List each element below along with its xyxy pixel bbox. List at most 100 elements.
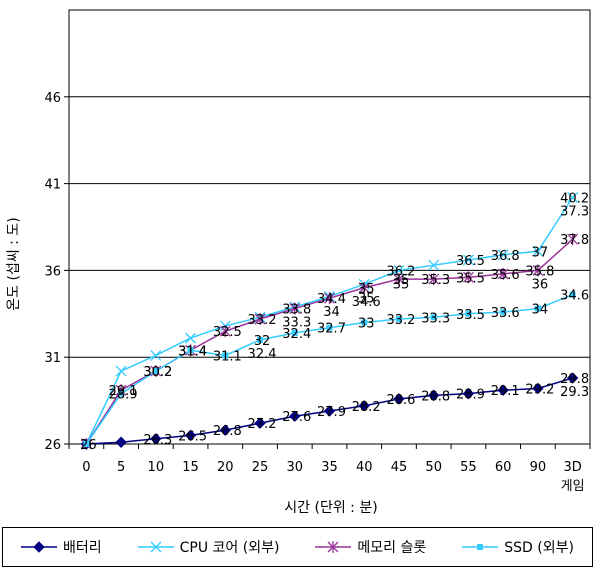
data-label: 35 (358, 282, 375, 297)
data-point (462, 271, 474, 284)
marker-stroke (462, 254, 474, 266)
legend-item: 메모리 슬롯 (315, 537, 426, 557)
data-label: 33.2 (386, 313, 415, 328)
data-label: 28.2 (352, 400, 381, 415)
data-labels: 26 26.3 26.5 26.8 27.2 27.6 27.9 28.2 28.6 28.8 28… (80, 191, 589, 453)
x-tick-label: 40 (356, 460, 373, 475)
data-point (477, 544, 484, 550)
data-label: 28.6 (386, 393, 415, 408)
data-label: 33.3 (421, 311, 450, 326)
x-tick-label: 5 (117, 460, 125, 475)
data-point (289, 302, 301, 315)
x-tick-label: 35 (321, 460, 338, 475)
data-point (219, 424, 232, 436)
data-point (428, 259, 440, 271)
data-point (462, 387, 475, 400)
data-label: 34.4 (317, 292, 346, 307)
data-label: 27.2 (248, 417, 277, 432)
data-label: 36.2 (386, 264, 415, 279)
data-point (532, 245, 544, 257)
x-axis-title: 시간 (단위 : 분) (284, 500, 377, 516)
data-point (118, 390, 125, 397)
data-point (497, 384, 509, 396)
data-label: 36 (532, 277, 549, 292)
data-label: 31.1 (213, 349, 242, 364)
marker-stroke (115, 365, 127, 377)
data-point (532, 264, 544, 277)
data-point (462, 254, 474, 266)
data-point (395, 316, 402, 323)
data-label: 35.5 (456, 271, 485, 286)
x-tick-label: 90 (530, 460, 547, 475)
data-label: 27.6 (282, 410, 311, 425)
x-tick-label: 55 (460, 460, 477, 475)
data-label: 35.8 (525, 264, 554, 279)
data-label: 30.2 (143, 365, 172, 380)
temperature-line-chart: 26 31 36 41 46 0 5 10 15 20 25 30 35 40 45 50 55 60 90 3D 게임… (6, 9, 591, 516)
x-tick-label: 30 (286, 460, 303, 475)
data-point (358, 281, 370, 294)
data-label: 32.4 (248, 347, 277, 362)
data-label: 28.8 (421, 389, 450, 404)
data-label: 34 (532, 303, 549, 318)
data-label: 34.6 (560, 289, 589, 304)
legend-label: SSD (외부) (504, 540, 574, 556)
data-point (254, 417, 266, 429)
marker-stroke (393, 264, 405, 276)
x-tick-label: 60 (495, 460, 512, 475)
data-point (184, 429, 197, 442)
data-label: 35.3 (421, 273, 450, 288)
data-point (150, 350, 162, 361)
data-point (185, 332, 197, 344)
data-point (393, 273, 405, 286)
data-point (569, 291, 576, 298)
data-label: 29.2 (525, 382, 554, 397)
chart-legend: 배터리 CPU 코어 (외부) 메모리 슬롯 SSD (외부) (2, 527, 593, 567)
y-tick-label: 41 (44, 178, 61, 193)
marker-stroke (497, 249, 509, 261)
data-label: 29.1 (491, 384, 520, 399)
data-point (567, 233, 579, 246)
x-tick-label: 10 (148, 460, 165, 475)
marker-stroke (567, 192, 579, 203)
data-label: 33.8 (282, 303, 311, 318)
data-point (566, 372, 579, 384)
data-point (115, 436, 127, 448)
data-label: 30.2 (143, 365, 172, 380)
x-tick-label: 20 (217, 460, 234, 475)
data-label: 26 (80, 438, 97, 453)
plot-frame (68, 9, 591, 445)
data-point (393, 393, 405, 405)
data-label: 37.8 (560, 233, 589, 248)
data-point (534, 305, 541, 312)
data-label: 33.5 (456, 308, 485, 323)
data-label: 36.8 (491, 249, 520, 264)
data-point (289, 410, 301, 422)
data-point (532, 382, 544, 395)
data-point (33, 541, 45, 553)
data-point (257, 336, 264, 343)
data-label: 27.9 (317, 405, 346, 420)
data-point (327, 541, 339, 553)
data-label: 29.1 (109, 384, 138, 399)
legend-item: SSD (외부) (462, 537, 574, 557)
data-label: 36.5 (456, 254, 485, 269)
data-label: 32.4 (282, 327, 311, 342)
data-point (500, 309, 507, 316)
data-point (152, 368, 159, 375)
marker-stroke (532, 245, 544, 257)
y-tick-label: 46 (44, 91, 61, 106)
data-label: 31.4 (178, 344, 207, 359)
data-label: 32.5 (213, 325, 242, 340)
data-point (567, 192, 579, 203)
legend-swatch (315, 541, 352, 553)
legend-swatch (137, 541, 174, 553)
x-tick-label: 25 (252, 460, 269, 475)
x-tick-label: 0 (82, 460, 90, 475)
marker-stroke (428, 259, 440, 271)
data-label: 33.3 (282, 316, 311, 331)
data-label: 28.9 (456, 388, 485, 403)
series-lines (80, 192, 579, 450)
data-point (324, 292, 335, 305)
data-label: 26.5 (178, 429, 207, 444)
